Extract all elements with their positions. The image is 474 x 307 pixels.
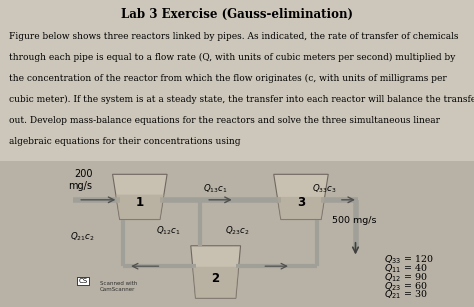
Text: $Q_{13}c_1$: $Q_{13}c_1$ bbox=[203, 182, 228, 195]
Text: $Q_{11}$ = 40: $Q_{11}$ = 40 bbox=[384, 262, 428, 275]
Text: 2: 2 bbox=[211, 272, 220, 285]
Bar bbox=[0, 0, 474, 161]
Text: cubic meter). If the system is at a steady state, the transfer into each reactor: cubic meter). If the system is at a stea… bbox=[9, 95, 474, 104]
Polygon shape bbox=[192, 267, 238, 298]
Text: Lab 3 Exercise (Gauss-elimination): Lab 3 Exercise (Gauss-elimination) bbox=[121, 8, 353, 21]
Polygon shape bbox=[116, 195, 164, 220]
Text: CS: CS bbox=[78, 278, 88, 284]
Text: $Q_{23}c_2$: $Q_{23}c_2$ bbox=[225, 224, 249, 237]
Text: out. Develop mass-balance equations for the reactors and solve the three simulta: out. Develop mass-balance equations for … bbox=[9, 116, 439, 125]
Polygon shape bbox=[274, 174, 328, 220]
Text: $Q_{21}c_2$: $Q_{21}c_2$ bbox=[70, 231, 95, 243]
Text: algebraic equations for their concentrations using: algebraic equations for their concentrat… bbox=[9, 137, 243, 146]
Polygon shape bbox=[277, 197, 325, 220]
Bar bbox=[0, 161, 474, 307]
Text: $Q_{21}$ = 30: $Q_{21}$ = 30 bbox=[384, 289, 428, 301]
Text: $Q_{33}$ = 120: $Q_{33}$ = 120 bbox=[384, 254, 434, 266]
Text: Scanned with
CamScanner: Scanned with CamScanner bbox=[100, 281, 137, 292]
Text: 1: 1 bbox=[136, 196, 144, 209]
Text: $Q_{33}c_3$: $Q_{33}c_3$ bbox=[312, 182, 337, 195]
Text: 3: 3 bbox=[297, 196, 305, 209]
Text: Figure below shows three reactors linked by pipes. As indicated, the rate of tra: Figure below shows three reactors linked… bbox=[9, 32, 458, 41]
Polygon shape bbox=[191, 246, 241, 298]
Text: the concentration of the reactor from which the flow originates (c, with units o: the concentration of the reactor from wh… bbox=[9, 74, 447, 83]
Text: 200
mg/s: 200 mg/s bbox=[68, 169, 92, 191]
Text: $Q_{12}c_1$: $Q_{12}c_1$ bbox=[156, 224, 181, 237]
Text: $Q_{12}$ = 90: $Q_{12}$ = 90 bbox=[384, 271, 428, 284]
Text: $Q_{23}$ = 60: $Q_{23}$ = 60 bbox=[384, 280, 428, 293]
Text: through each pipe is equal to a flow rate (Q, with units of cubic meters per sec: through each pipe is equal to a flow rat… bbox=[9, 53, 455, 62]
Text: 500 mg/s: 500 mg/s bbox=[332, 216, 376, 225]
Polygon shape bbox=[112, 174, 167, 220]
